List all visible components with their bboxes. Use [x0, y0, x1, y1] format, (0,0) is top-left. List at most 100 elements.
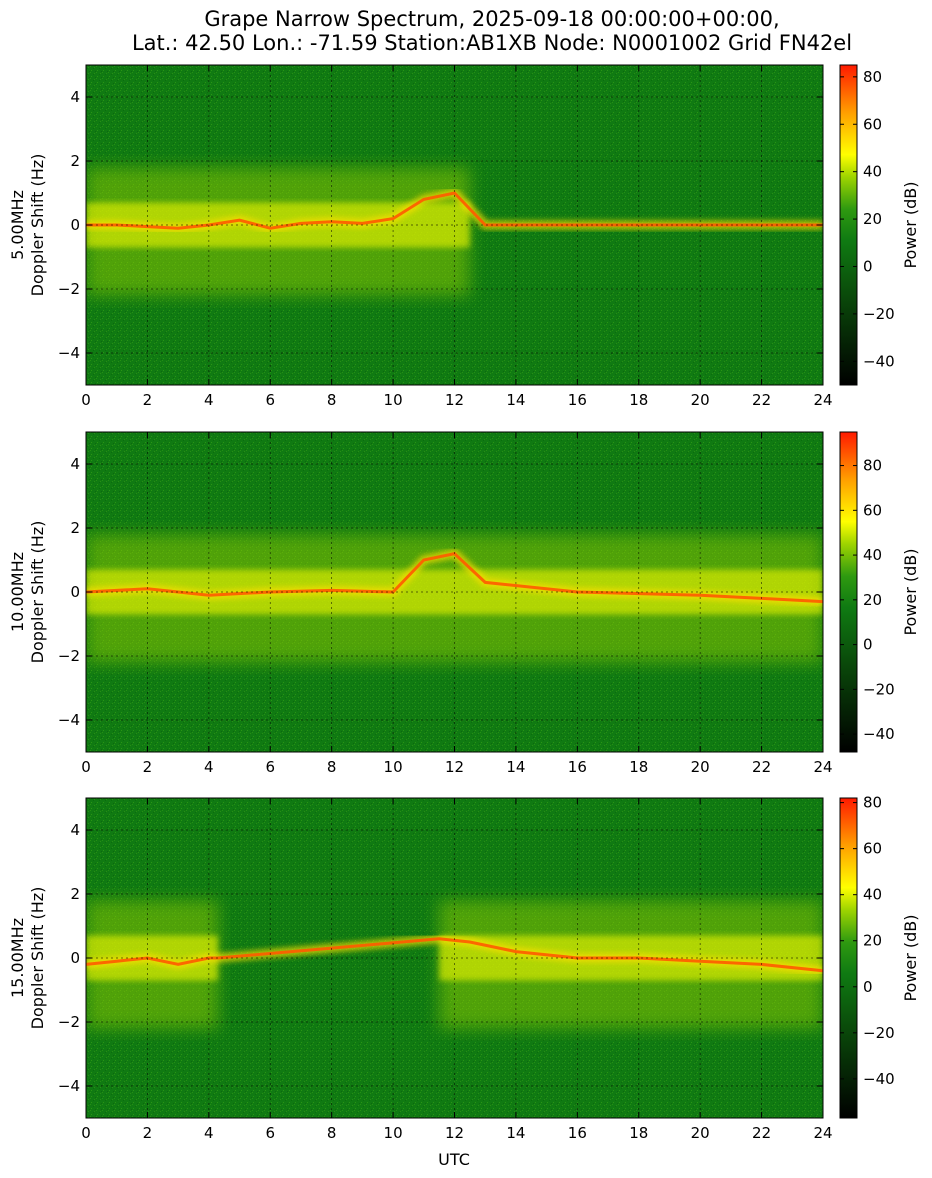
y-tick-label: 2: [70, 519, 80, 537]
x-tick-label: 20: [691, 758, 710, 776]
x-tick-label: 18: [629, 1124, 648, 1142]
x-tick-label: 2: [143, 1124, 153, 1142]
colorbar-tick-label: −40: [863, 1070, 895, 1088]
x-tick-label: 8: [327, 391, 337, 409]
colorbar-label: Power (dB): [901, 914, 920, 1001]
colorbar-tick-label: 20: [863, 932, 882, 950]
carrier-trace: [86, 551, 823, 604]
colorbar-tick-label: 0: [863, 257, 873, 275]
x-tick-label: 10: [384, 758, 403, 776]
x-tick-label: 20: [691, 391, 710, 409]
colorbar-tick-label: 60: [863, 115, 882, 133]
x-tick-label: 0: [81, 391, 91, 409]
x-tick-label: 14: [506, 391, 525, 409]
y-tick-label: −2: [58, 280, 80, 298]
colorbar-tick-label: −20: [863, 680, 895, 698]
x-tick-label: 22: [752, 391, 771, 409]
colorbar-tick-label: 80: [863, 68, 882, 86]
colorbar-tick-label: 20: [863, 591, 882, 609]
colorbar-tick-label: 60: [863, 840, 882, 858]
y-tick-label: 2: [70, 152, 80, 170]
colorbar-tick-label: 80: [863, 794, 882, 812]
colorbar-gradient: [839, 797, 858, 1119]
y-tick-label: −2: [58, 1013, 80, 1031]
x-tick-label: 12: [445, 758, 464, 776]
x-tick-label: 24: [813, 1124, 832, 1142]
y-tick-label: −4: [58, 711, 80, 729]
colorbar-gradient: [839, 431, 858, 753]
y-tick-label: 0: [70, 949, 80, 967]
x-tick-label: 2: [143, 391, 153, 409]
colorbar-label: Power (dB): [901, 548, 920, 635]
colorbar-tick-label: −20: [863, 305, 895, 323]
x-tick-label: 14: [506, 758, 525, 776]
frequency-label: 15.00MHz: [8, 918, 27, 998]
y-axis-label: Doppler Shift (Hz): [28, 887, 47, 1030]
colorbar-tick-label: 0: [863, 978, 873, 996]
figure-title-line-2: Lat.: 42.50 Lon.: -71.59 Station:AB1XB N…: [132, 31, 852, 55]
colorbar-tick-label: 0: [863, 636, 873, 654]
x-tick-label: 24: [813, 758, 832, 776]
colorbar-tick-label: −20: [863, 1024, 895, 1042]
x-tick-label: 18: [629, 391, 648, 409]
x-axis-label: UTC: [438, 1150, 470, 1169]
colorbar-tick-label: 40: [863, 546, 882, 564]
y-tick-label: 0: [70, 216, 80, 234]
figure-title-line-1: Grape Narrow Spectrum, 2025-09-18 00:00:…: [204, 7, 779, 31]
carrier-trace: [86, 937, 823, 973]
colorbar-tick-label: 40: [863, 163, 882, 181]
x-tick-label: 22: [752, 758, 771, 776]
colorbar-tick-label: 40: [863, 886, 882, 904]
carrier-trace: [86, 191, 823, 230]
x-tick-label: 12: [445, 1124, 464, 1142]
x-tick-label: 0: [81, 758, 91, 776]
colorbar-tick-label: 20: [863, 210, 882, 228]
y-axis-label: Doppler Shift (Hz): [28, 521, 47, 664]
colorbar-tick-label: −40: [863, 352, 895, 370]
x-tick-label: 4: [204, 758, 214, 776]
frequency-label: 5.00MHz: [8, 190, 27, 260]
x-tick-label: 12: [445, 391, 464, 409]
colorbar: 80 60 40 20 0 −20 −40 Power (dB): [839, 794, 920, 1119]
y-tick-label: −4: [58, 1077, 80, 1095]
colorbar-gradient: [839, 64, 858, 386]
colorbar: 80 60 40 20 0 −20 −40 Power (dB): [839, 64, 920, 386]
x-tick-label: 16: [568, 1124, 587, 1142]
x-tick-label: 20: [691, 1124, 710, 1142]
y-axis-label: Doppler Shift (Hz): [28, 154, 47, 297]
colorbar: 80 60 40 20 0 −20 −40 Power (dB): [839, 431, 920, 753]
x-tick-label: 10: [384, 1124, 403, 1142]
heatmap-signal-layer: [86, 167, 823, 296]
y-tick-label: 4: [70, 821, 80, 839]
colorbar-tick-label: −40: [863, 725, 895, 743]
x-tick-label: 2: [143, 758, 153, 776]
y-tick-label: −2: [58, 647, 80, 665]
x-tick-label: 18: [629, 758, 648, 776]
frequency-label: 10.00MHz: [8, 552, 27, 632]
colorbar-tick-label: 60: [863, 501, 882, 519]
x-tick-label: 8: [327, 1124, 337, 1142]
colorbar-label: Power (dB): [901, 181, 920, 268]
x-tick-label: 6: [265, 391, 275, 409]
x-tick-label: 14: [506, 1124, 525, 1142]
colorbar-tick-label: 80: [863, 457, 882, 475]
x-tick-label: 4: [204, 1124, 214, 1142]
x-tick-label: 6: [265, 758, 275, 776]
y-tick-label: 0: [70, 583, 80, 601]
y-tick-label: 4: [70, 455, 80, 473]
x-tick-label: 16: [568, 391, 587, 409]
y-tick-label: 4: [70, 88, 80, 106]
x-tick-label: 4: [204, 391, 214, 409]
x-tick-label: 16: [568, 758, 587, 776]
y-tick-label: 2: [70, 885, 80, 903]
x-tick-label: 8: [327, 758, 337, 776]
x-tick-label: 0: [81, 1124, 91, 1142]
x-tick-label: 6: [265, 1124, 275, 1142]
x-tick-label: 10: [384, 391, 403, 409]
x-tick-label: 24: [813, 391, 832, 409]
y-tick-label: −4: [58, 344, 80, 362]
